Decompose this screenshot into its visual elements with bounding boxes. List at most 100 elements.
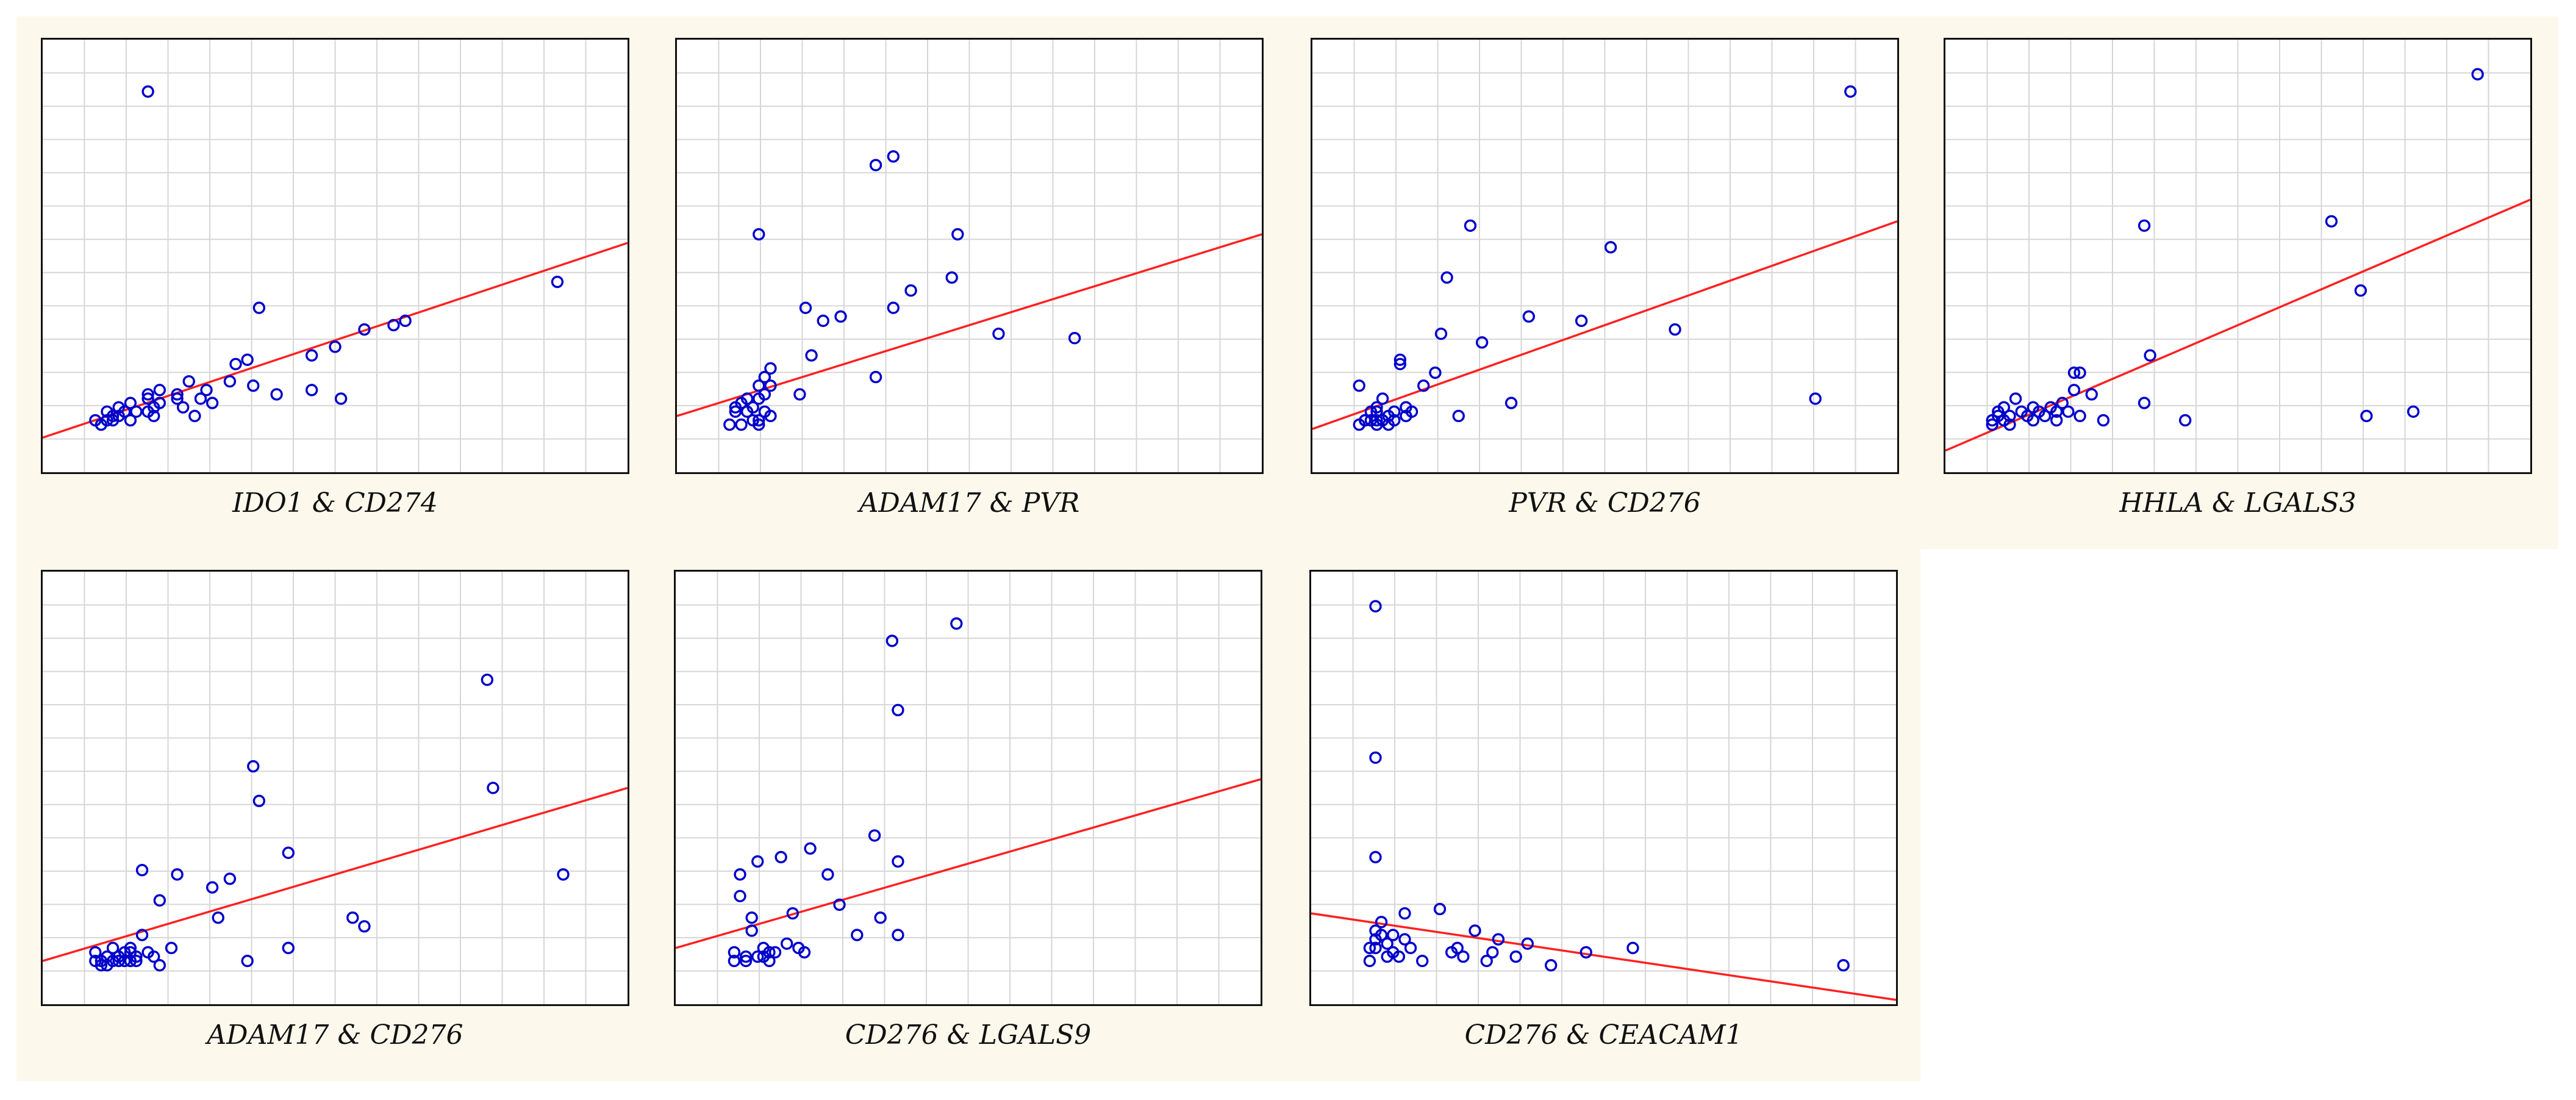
data-point [2085, 388, 2098, 401]
data-point [869, 370, 882, 384]
data-point [1375, 929, 1388, 941]
scatter-svg [1945, 40, 2530, 472]
data-point [2009, 392, 2022, 405]
data-point [874, 911, 887, 924]
data-point [1404, 941, 1417, 954]
data-point [247, 379, 260, 392]
data-point [358, 323, 371, 336]
data-point [2067, 384, 2081, 397]
scatter-panel: HHLA & LGALS3 [1944, 38, 2532, 541]
data-point [1844, 85, 1857, 98]
plot-area [41, 38, 629, 474]
data-point [1068, 332, 1081, 345]
data-point [2038, 409, 2052, 422]
scatter-panel: PVR & CD276 [1311, 38, 1899, 541]
data-point [1353, 379, 1365, 392]
data-point [1376, 392, 1389, 405]
data-point [2407, 405, 2420, 418]
data-point [346, 911, 359, 924]
data-point [188, 409, 201, 422]
data-point [2050, 414, 2063, 427]
regression-line [677, 233, 1262, 417]
data-point [758, 388, 771, 401]
data-point [212, 911, 224, 924]
data-point [206, 881, 219, 894]
gridlines [1945, 40, 2530, 472]
data-point [148, 950, 160, 963]
data-point [764, 362, 777, 375]
data-point [252, 794, 266, 807]
scatter-svg [677, 40, 1262, 472]
scatter-svg [1311, 572, 1896, 1004]
data-point [740, 392, 754, 405]
data-point [551, 275, 564, 289]
data-point [387, 318, 400, 332]
chart-title: CD276 & LGALS9 [845, 1019, 1092, 1051]
data-point [1509, 950, 1522, 963]
data-point [1434, 327, 1448, 340]
data-point [1369, 751, 1382, 764]
data-point [223, 872, 237, 885]
data-point [1837, 959, 1850, 972]
data-point [869, 159, 882, 171]
data-point [1387, 929, 1400, 941]
data-point [2073, 409, 2086, 422]
data-point [171, 388, 184, 401]
data-point [1398, 907, 1411, 920]
data-point [141, 388, 154, 401]
gridlines [1311, 572, 1896, 1004]
data-point [148, 409, 160, 422]
data-point [1521, 937, 1534, 950]
data-point [223, 375, 237, 388]
data-point [153, 397, 166, 409]
data-point [481, 674, 494, 686]
regression-line [1311, 912, 1896, 1001]
data-point [1504, 397, 1518, 409]
data-point [2003, 409, 2016, 422]
data-point [799, 301, 812, 314]
data-point [1492, 933, 1505, 946]
data-point [305, 384, 318, 397]
data-point [2050, 405, 2063, 418]
data-point [728, 954, 741, 968]
data-point [868, 829, 881, 842]
data-point [171, 868, 184, 881]
data-point [887, 150, 900, 163]
data-point [887, 301, 900, 314]
data-point [124, 397, 137, 409]
data-point [171, 392, 184, 405]
data-point [793, 388, 806, 401]
data-point [200, 384, 213, 397]
data-point [2138, 219, 2151, 232]
data-point [781, 937, 793, 950]
data-point [751, 855, 764, 868]
scatter-svg [1312, 40, 1897, 472]
data-point [758, 370, 771, 384]
data-point [1626, 941, 1639, 954]
data-point [399, 314, 412, 328]
data-point [904, 284, 917, 297]
plot-area [1309, 570, 1898, 1006]
data-point [153, 959, 166, 972]
data-point [1986, 418, 1998, 431]
scatter-svg [43, 40, 628, 472]
data-point [141, 85, 154, 98]
plot-area [675, 38, 1264, 474]
data-point [753, 379, 765, 392]
scatter-svg [676, 572, 1261, 1004]
data-point [1369, 850, 1382, 864]
gridlines [677, 40, 1262, 472]
data-point [804, 842, 817, 855]
data-point [112, 954, 125, 968]
data-point [1469, 924, 1481, 937]
data-point [124, 941, 137, 954]
data-point [1433, 902, 1447, 916]
data-point [805, 349, 818, 362]
data-point [95, 959, 108, 972]
data-point [329, 340, 342, 353]
data-point [2144, 349, 2156, 362]
data-point [992, 327, 1005, 340]
data-point [89, 946, 102, 959]
data-point [763, 954, 776, 968]
data-point [764, 409, 777, 422]
